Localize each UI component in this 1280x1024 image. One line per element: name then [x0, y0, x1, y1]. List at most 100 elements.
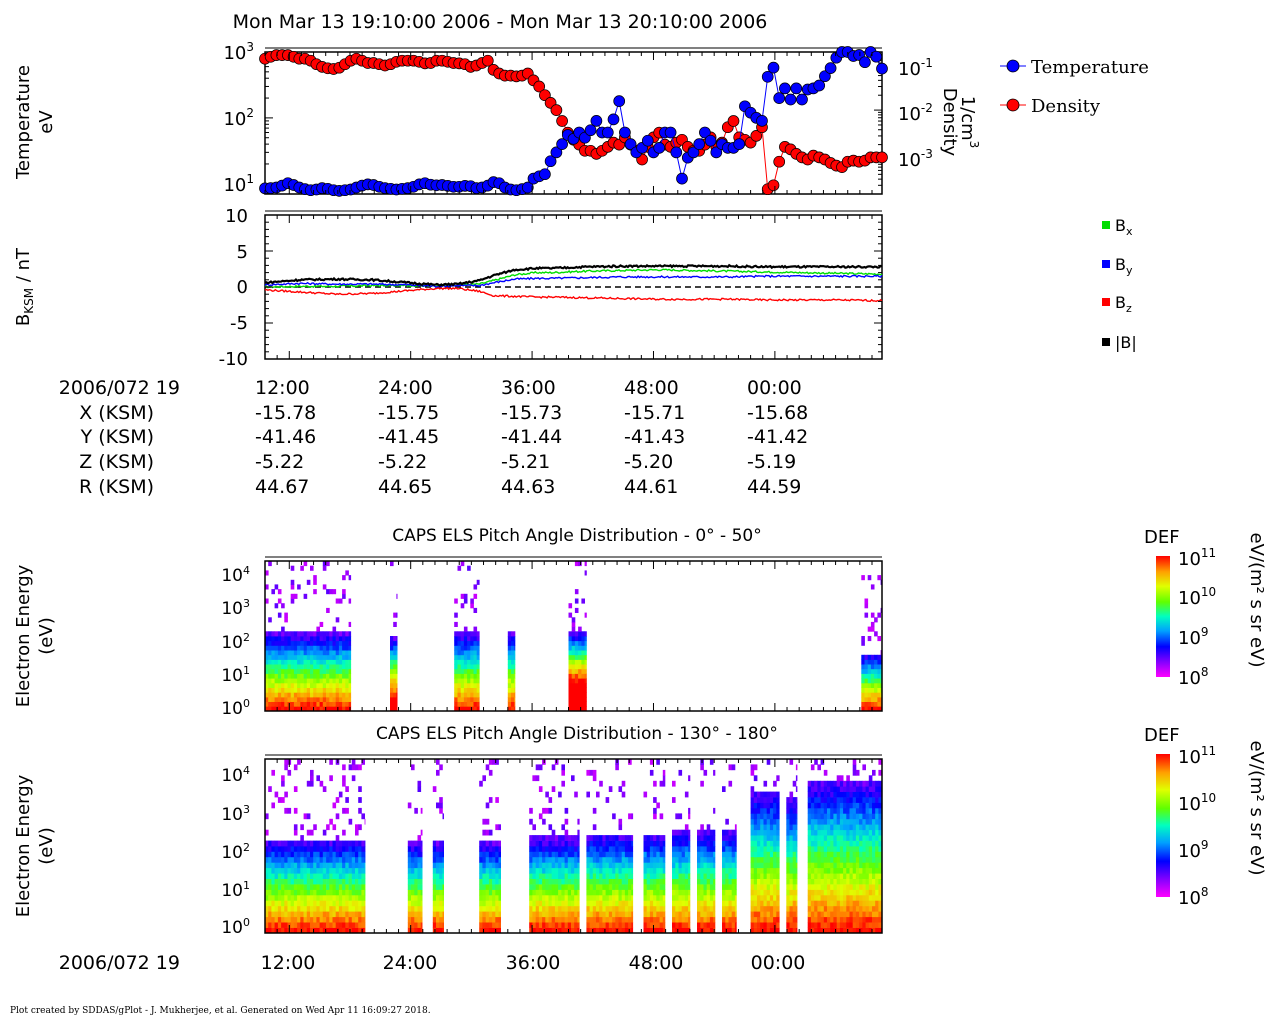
spectro-cell [361, 916, 365, 923]
spectro-cell [417, 905, 422, 912]
spectro-cell [297, 900, 301, 907]
spectro-cell [760, 840, 764, 847]
spectro-cell [329, 922, 333, 928]
spectro-cell [596, 873, 600, 879]
ephemeris-date-label: 2006/072 19 [59, 377, 180, 399]
spectro-cell [814, 807, 818, 814]
spectro-cell [335, 916, 340, 923]
spectro-cell [675, 867, 679, 874]
spectro-cell [662, 916, 666, 923]
spectro-cell [864, 598, 869, 604]
spectro-cell [411, 840, 415, 847]
spectro-cell [300, 631, 304, 637]
spectro-cell [482, 911, 486, 918]
spectro-cell [303, 867, 308, 874]
spectro-cell [319, 905, 324, 912]
spectro-cell [577, 846, 580, 852]
spectro-cell [551, 851, 556, 858]
legend-by-label: By [1115, 255, 1133, 277]
spectro-cell [618, 851, 623, 858]
spectro-cell [277, 856, 282, 863]
spectro-cell [326, 900, 330, 907]
spectro-cell [571, 894, 575, 901]
spectro-cell [789, 797, 794, 803]
spectro-cell [300, 565, 304, 571]
spectro-cell [700, 911, 704, 918]
spectro-cell [538, 851, 543, 858]
spectro-cell [571, 678, 576, 684]
spectro-cell [393, 636, 397, 642]
spectro-cell [817, 840, 821, 847]
spectro-cell [345, 645, 349, 651]
spectro-cell [760, 905, 764, 912]
spectro-cell [498, 873, 501, 879]
spectro-cell [310, 894, 314, 901]
spectro-cell [548, 873, 553, 879]
spectro-cell [605, 894, 610, 901]
spectro-cell [277, 889, 282, 896]
spectro-cell [810, 807, 815, 814]
spectro-cell [581, 673, 585, 679]
spectro-cell [574, 922, 578, 928]
spectro-cell [306, 829, 311, 836]
spectro-cell [284, 673, 288, 679]
spectro-cell [827, 786, 831, 792]
spectro-cell [681, 927, 686, 934]
spectro-cell [820, 829, 825, 836]
spectro-cell [316, 692, 320, 698]
spectro-cell [697, 927, 701, 934]
spectro-cell [820, 856, 825, 863]
spectro-cell [329, 682, 333, 688]
spectro-cell [814, 873, 818, 879]
spectro-cell [817, 829, 821, 836]
spectro-cell [342, 780, 346, 787]
spectro-cell [355, 916, 359, 923]
spectro-cell [414, 927, 418, 934]
panel1-y2ticks: 10-1 10-2 10-3 [898, 56, 933, 171]
spectro-cell [535, 867, 540, 874]
spectro-cell [855, 840, 860, 847]
spectro-cell [786, 802, 790, 809]
spectro-cell [789, 867, 794, 874]
spectro-cell [300, 696, 304, 702]
panel1-ytick-1000: 103 [223, 40, 254, 64]
spectro-cell [293, 696, 298, 702]
spectro-cell [817, 900, 821, 907]
spectro-cell [867, 636, 872, 642]
spectro-cell [776, 873, 780, 879]
spectro-cell [335, 911, 340, 918]
spectro-cell [659, 884, 664, 890]
spectro-cell [836, 824, 841, 831]
spectro-cell [592, 846, 597, 852]
spectro-cell [646, 867, 651, 874]
spectro-cell [348, 818, 353, 825]
temperature-point [767, 61, 780, 74]
spectro-cell [290, 682, 295, 688]
spectro-cell [310, 692, 314, 698]
spectro-cell [358, 889, 362, 896]
spectro-cell [436, 851, 440, 858]
spectro-cell [568, 696, 573, 702]
spectro-cell [293, 851, 298, 858]
spectro-cell [846, 905, 850, 912]
spectro-cell [335, 878, 340, 885]
spectro-cell [846, 791, 850, 798]
spectro-cell [265, 645, 269, 651]
spectro-cell [545, 862, 549, 869]
spectro-cell [713, 856, 716, 863]
spectro-cell [364, 900, 366, 907]
spectro-cell [332, 867, 337, 874]
spectro-cell [789, 862, 794, 869]
spectro-cell [514, 640, 516, 646]
spectro-cell [485, 862, 490, 869]
spectro-cell [338, 664, 343, 670]
spectro-cell [342, 889, 346, 896]
spectro-cell [681, 835, 686, 841]
spectro-cell [436, 862, 440, 869]
spectro-cell [855, 884, 860, 890]
spectro-cell [463, 593, 468, 599]
spectro-cell [586, 873, 590, 879]
spectro-cell [649, 867, 654, 874]
spectro-cell [833, 922, 837, 928]
spectro-cell [872, 884, 876, 890]
